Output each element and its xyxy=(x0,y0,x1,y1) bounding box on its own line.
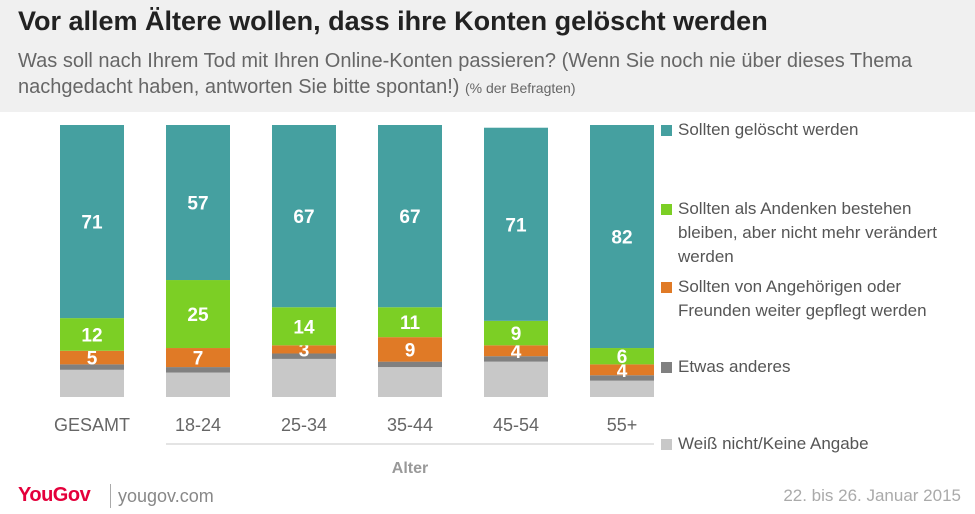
bar-segment-35-44-s4 xyxy=(378,125,442,308)
data-label-gesamt-s4: 71 xyxy=(81,213,103,234)
data-label-gesamt-s3: 12 xyxy=(81,325,102,346)
subtitle-unit-note: (% der Befragten) xyxy=(465,80,576,96)
legend-label-anderes: Etwas anderes xyxy=(678,357,791,376)
bar-segment-18-24-s4 xyxy=(166,125,230,281)
legend-item-gepflegt: Sollten von Angehörigen oder Freunden we… xyxy=(661,275,940,323)
data-label-55-s4: 82 xyxy=(611,228,632,249)
bar-segment-45-54-s0 xyxy=(484,361,548,397)
legend-item-weiss-nicht: Weiß nicht/Keine Angabe xyxy=(661,432,968,456)
data-label-25-34-s2: 3 xyxy=(299,340,310,361)
data-label-45-54-s3: 9 xyxy=(511,324,522,345)
data-label-45-54-s2: 4 xyxy=(511,342,522,363)
legend-item-geloescht: Sollten gelöscht werden xyxy=(661,118,968,142)
data-label-55-s3: 6 xyxy=(617,347,628,368)
legend-label-weiss-nicht: Weiß nicht/Keine Angabe xyxy=(678,434,869,453)
legend-label-gepflegt: Sollten von Angehörigen oder Freunden we… xyxy=(678,277,927,320)
category-label-55: 55+ xyxy=(607,415,638,435)
category-label-gesamt: GESAMT xyxy=(54,415,130,435)
legend-label-andenken: Sollten als Andenken bestehen bleiben, a… xyxy=(678,199,937,266)
bar-segment-gesamt-s4 xyxy=(60,125,124,319)
bar-segment-25-34-s2 xyxy=(272,345,336,354)
bar-segment-gesamt-s1 xyxy=(60,364,124,370)
bar-segment-35-44-s2 xyxy=(378,337,442,362)
logo-divider xyxy=(110,484,111,508)
data-label-gesamt-s2: 5 xyxy=(87,349,98,370)
data-label-18-24-s3: 25 xyxy=(187,305,209,326)
category-label-45-54: 45-54 xyxy=(493,415,539,435)
data-label-25-34-s3: 14 xyxy=(293,317,315,338)
legend-swatch-weiss-nicht xyxy=(661,439,672,450)
header-band: Vor allem Ältere wollen, dass ihre Konte… xyxy=(0,0,975,112)
bar-segment-gesamt-s0 xyxy=(60,369,124,397)
bar-segment-18-24-s2 xyxy=(166,348,230,368)
legend-swatch-anderes xyxy=(661,362,672,373)
bar-segment-45-54-s2 xyxy=(484,345,548,357)
bar-segment-18-24-s3 xyxy=(166,280,230,349)
bar-segment-35-44-s0 xyxy=(378,367,442,397)
legend-swatch-geloescht xyxy=(661,125,672,136)
data-label-35-44-s2: 9 xyxy=(405,340,416,361)
legend-item-anderes: Etwas anderes xyxy=(661,355,968,379)
chart-subtitle: Was soll nach Ihrem Tod mit Ihren Online… xyxy=(18,48,968,101)
bar-segment-45-54-s3 xyxy=(484,320,548,346)
survey-date: 22. bis 26. Januar 2015 xyxy=(783,486,961,505)
subtitle-question: Was soll nach Ihrem Tod mit Ihren Online… xyxy=(18,50,913,98)
bar-segment-18-24-s0 xyxy=(166,372,230,397)
category-label-25-34: 25-34 xyxy=(281,415,327,435)
data-label-18-24-s4: 57 xyxy=(187,194,208,215)
bar-segment-35-44-s1 xyxy=(378,361,442,368)
bar-segment-55-s4 xyxy=(590,125,654,349)
bar-segment-25-34-s4 xyxy=(272,125,336,308)
data-label-25-34-s4: 67 xyxy=(293,207,314,228)
data-label-18-24-s2: 7 xyxy=(193,349,204,370)
bar-segment-25-34-s1 xyxy=(272,353,336,359)
legend-item-andenken: Sollten als Andenken bestehen bleiben, a… xyxy=(661,197,970,269)
bar-segment-gesamt-s2 xyxy=(60,350,124,365)
data-label-55-s2: 4 xyxy=(617,361,628,382)
bar-segment-55-s0 xyxy=(590,380,654,397)
data-label-35-44-s3: 11 xyxy=(400,313,421,334)
age-group-label: Alter xyxy=(392,460,428,477)
bar-segment-55-s2 xyxy=(590,364,654,376)
bar-segment-25-34-s0 xyxy=(272,358,336,397)
legend-swatch-andenken xyxy=(661,204,672,215)
website-link[interactable]: yougov.com xyxy=(118,486,214,506)
data-label-35-44-s4: 67 xyxy=(399,207,420,228)
yougov-logo: YouGov xyxy=(18,484,91,506)
bar-segment-55-s3 xyxy=(590,348,654,365)
category-label-18-24: 18-24 xyxy=(175,415,221,435)
bar-segment-18-24-s1 xyxy=(166,367,230,373)
bar-segment-25-34-s3 xyxy=(272,307,336,346)
bar-segment-45-54-s4 xyxy=(484,127,548,321)
chart-title: Vor allem Ältere wollen, dass ihre Konte… xyxy=(18,6,768,36)
bar-segment-gesamt-s3 xyxy=(60,318,124,351)
legend-label-geloescht: Sollten gelöscht werden xyxy=(678,120,859,139)
bar-segment-35-44-s3 xyxy=(378,307,442,338)
category-label-35-44: 35-44 xyxy=(387,415,433,435)
legend-swatch-gepflegt xyxy=(661,282,672,293)
data-label-45-54-s4: 71 xyxy=(505,215,527,236)
bar-segment-55-s1 xyxy=(590,375,654,381)
bar-segment-45-54-s1 xyxy=(484,356,548,362)
